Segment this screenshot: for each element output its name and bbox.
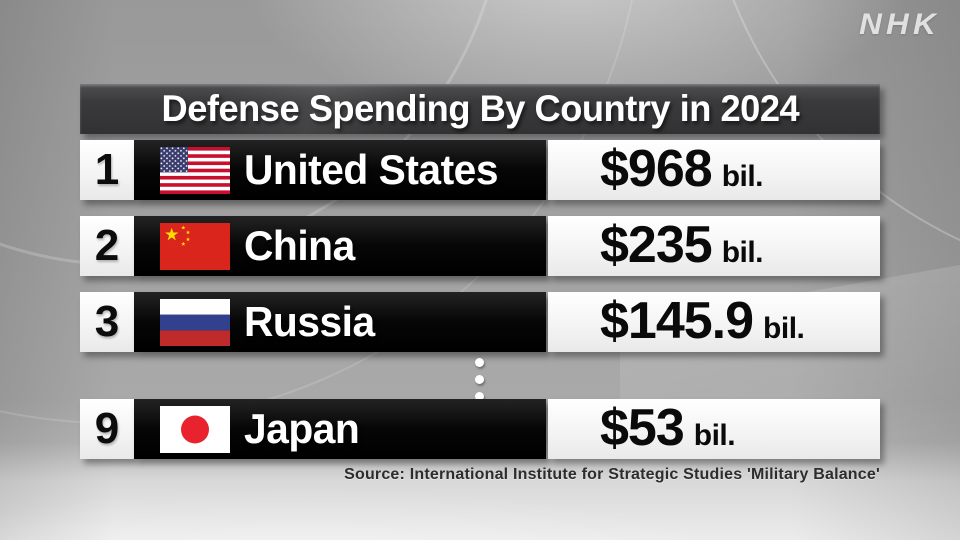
ru-flag-icon [160,298,230,346]
rank-number: 2 [94,221,120,270]
country-cell: Russia [134,292,546,352]
country-name: Japan [244,405,360,452]
value-unit: bil. [721,236,764,269]
table-row: 2 China $235 bil. [80,216,880,276]
country-cell: Japan [134,399,546,459]
country-name: China [244,222,355,269]
rank-cell: 9 [80,399,134,459]
country-cell: China [134,216,546,276]
value-cell: $53 bil. [548,399,880,459]
country-cell: United States [134,140,546,200]
rank-number: 3 [94,297,120,346]
rank-cell: 1 [80,140,134,200]
value-amount: $968 [600,140,713,198]
country-name: United States [244,146,499,193]
ellipsis-dot [475,358,484,367]
rank-cell: 2 [80,216,134,276]
value-amount: $235 [600,216,713,274]
nhk-logo: NHK [859,8,940,41]
ellipsis-dot [475,392,484,401]
title-bar: Defense Spending By Country in 2024 [80,84,880,134]
rank-number: 9 [94,404,120,453]
value-amount: $53 [600,399,685,457]
rank-cell: 3 [80,292,134,352]
value-unit: bil. [693,419,736,452]
table-row: 9 Japan $53 bil. [80,399,880,459]
rank-number: 1 [94,145,120,194]
cn-flag-icon [160,222,230,270]
value-amount: $145.9 [600,292,754,350]
table-row: 1 United States [80,140,880,200]
table-row: 3 Russia $145.9 bil. [80,292,880,352]
ellipsis-dots [475,358,484,401]
us-flag-icon [160,146,230,194]
value-cell: $968 bil. [548,140,880,200]
background-arc [0,0,644,424]
ellipsis-dot [475,375,484,384]
country-name: Russia [244,298,375,345]
value-cell: $235 bil. [548,216,880,276]
value-cell: $145.9 bil. [548,292,880,352]
jp-flag-icon [160,405,230,453]
value-unit: bil. [763,312,805,345]
page-title: Defense Spending By Country in 2024 [161,88,799,129]
value-unit: bil. [721,160,764,193]
source-credit: Source: International Institute for Stra… [344,466,880,483]
